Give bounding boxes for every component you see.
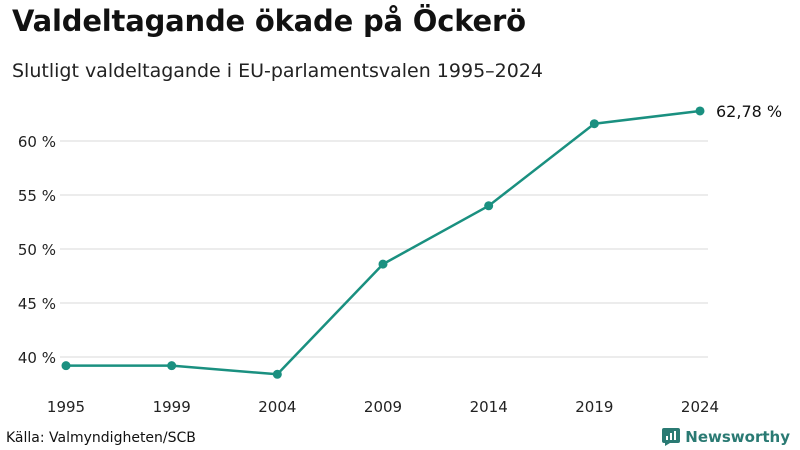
y-tick-label: 55 % (18, 187, 56, 205)
y-tick-label: 60 % (18, 133, 56, 151)
x-tick-label: 2009 (364, 398, 402, 416)
data-point (589, 119, 599, 129)
newsworthy-logo-icon (662, 428, 681, 446)
source-note: Källa: Valmyndigheten/SCB (6, 430, 196, 446)
y-tick-label: 40 % (18, 349, 56, 367)
brand-logo: Newsworthy (662, 428, 790, 446)
y-tick-label: 50 % (18, 241, 56, 259)
x-tick-label: 2014 (470, 398, 508, 416)
data-point (378, 259, 388, 269)
data-point (272, 369, 282, 379)
y-tick-label: 45 % (18, 295, 56, 313)
series-line (64, 109, 702, 376)
data-point (695, 106, 705, 116)
x-tick-label: 2004 (258, 398, 296, 416)
brand-name: Newsworthy (685, 428, 790, 446)
data-point (61, 361, 71, 371)
end-value-label: 62,78 % (716, 102, 782, 121)
x-tick-label: 1995 (47, 398, 85, 416)
x-tick-label: 2024 (681, 398, 719, 416)
data-point (484, 201, 494, 211)
x-tick-label: 2019 (575, 398, 613, 416)
chart-title: Valdeltagande ökade på Öckerö (12, 4, 526, 38)
chart-subtitle: Slutligt valdeltagande i EU-parlamentsva… (12, 60, 544, 82)
x-tick-label: 1999 (153, 398, 191, 416)
data-point (167, 361, 177, 371)
